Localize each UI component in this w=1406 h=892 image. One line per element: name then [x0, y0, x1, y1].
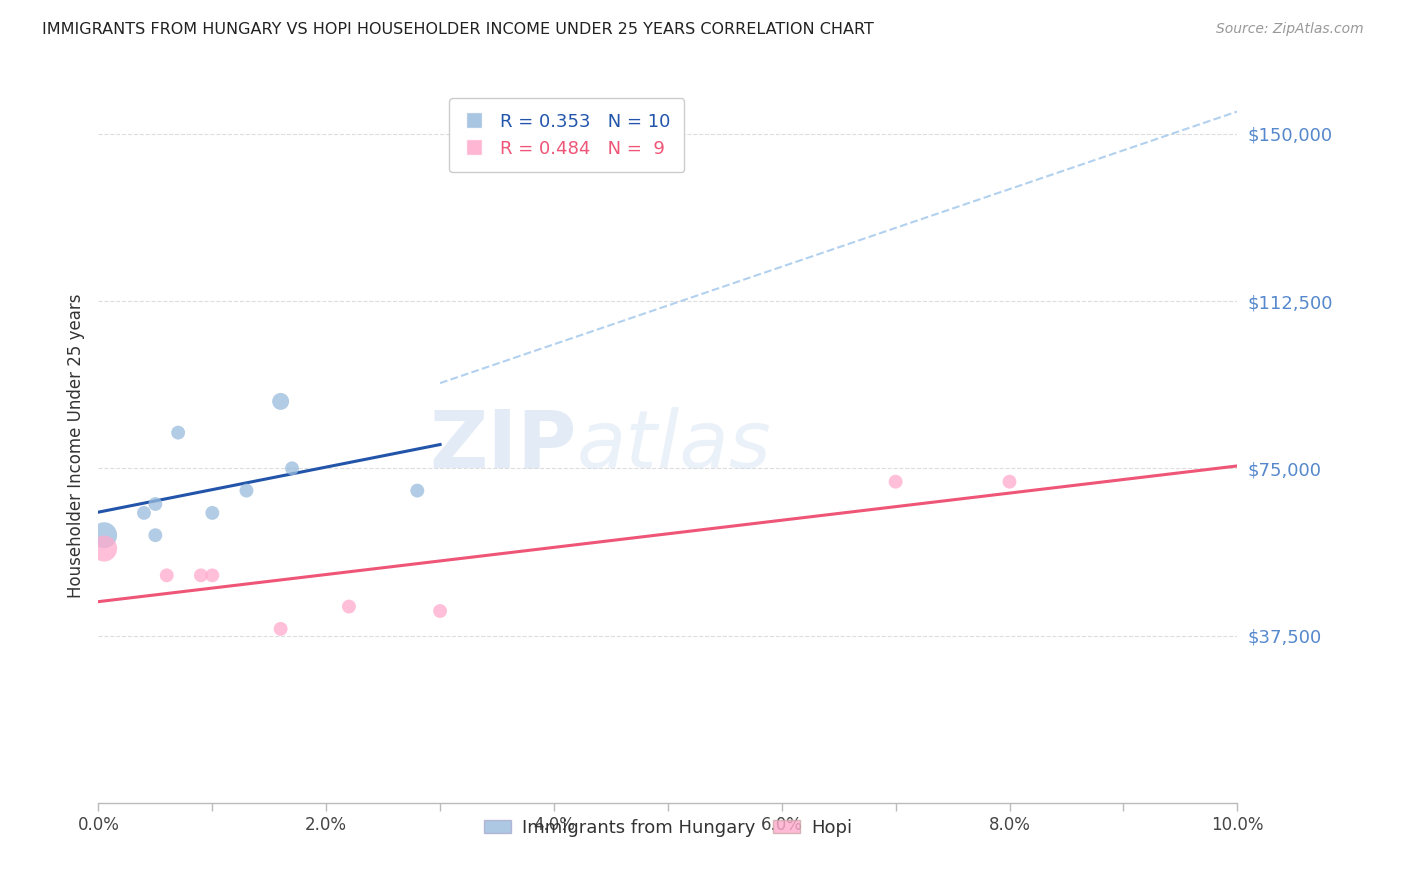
Text: ZIP: ZIP — [429, 407, 576, 485]
Point — [270, 394, 292, 409]
Point — [281, 461, 304, 475]
Point — [201, 568, 224, 582]
Point — [337, 599, 360, 614]
Point — [156, 568, 179, 582]
Point — [235, 483, 257, 498]
Legend: Immigrants from Hungary, Hopi: Immigrants from Hungary, Hopi — [477, 812, 859, 844]
Point — [93, 541, 115, 556]
Y-axis label: Householder Income Under 25 years: Householder Income Under 25 years — [66, 293, 84, 599]
Point — [145, 497, 167, 511]
Point — [429, 604, 451, 618]
Point — [145, 528, 167, 542]
Point — [998, 475, 1021, 489]
Point — [132, 506, 155, 520]
Point — [93, 528, 115, 542]
Text: atlas: atlas — [576, 407, 772, 485]
Point — [884, 475, 907, 489]
Point — [167, 425, 190, 440]
Point — [190, 568, 212, 582]
Text: IMMIGRANTS FROM HUNGARY VS HOPI HOUSEHOLDER INCOME UNDER 25 YEARS CORRELATION CH: IMMIGRANTS FROM HUNGARY VS HOPI HOUSEHOL… — [42, 22, 875, 37]
Point — [406, 483, 429, 498]
Point — [270, 622, 292, 636]
Text: Source: ZipAtlas.com: Source: ZipAtlas.com — [1216, 22, 1364, 37]
Point — [201, 506, 224, 520]
